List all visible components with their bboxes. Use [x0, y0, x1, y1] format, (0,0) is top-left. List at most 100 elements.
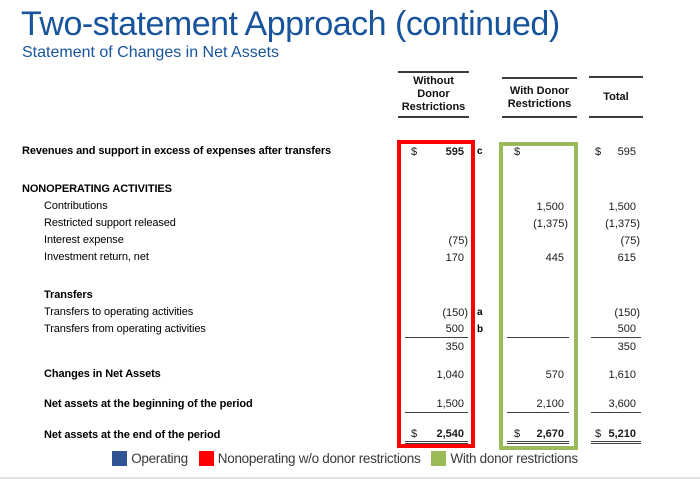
- row-label: Investment return, net: [44, 251, 149, 263]
- row-spacer: [0, 355, 700, 366]
- table-row: Transfers to operating activities (150) (1…: [0, 304, 700, 321]
- amount-value: 2,670: [536, 428, 564, 440]
- column-header-line: Donor: [417, 88, 450, 100]
- amount-value: 1,500: [536, 200, 564, 213]
- table-row: Net assets at the end of the period $2,54…: [0, 427, 700, 444]
- amount-cell-total: (150): [591, 304, 641, 321]
- amount-cell-total: [591, 287, 641, 304]
- footnote-marker: b: [477, 324, 484, 335]
- amount-cell-without-donor-restrictions: 1,040: [405, 366, 468, 383]
- amount-value: 2,100: [536, 398, 564, 410]
- legend-item: Operating: [112, 451, 188, 466]
- legend-label: Nonoperating w/o donor restrictions: [217, 451, 421, 466]
- amount-value: 170: [445, 251, 464, 264]
- amount-value: 2,540: [436, 428, 464, 440]
- footnote-marker: a: [477, 307, 483, 318]
- amount-cell-without-donor-restrictions: (150): [405, 304, 468, 321]
- amount-cell-total: 1,500: [591, 198, 641, 215]
- amount-cell-without-donor-restrictions: 170: [405, 249, 468, 266]
- amount-cell-with-donor-restrictions: $: [507, 143, 569, 160]
- table-row: Net assets at the beginning of the perio…: [0, 396, 700, 413]
- amount-value: 1,610: [608, 368, 636, 381]
- row-label: Revenues and support in excess of expens…: [22, 145, 332, 157]
- amount-cell-total: 350: [591, 338, 641, 355]
- table-row: Interest expense (75) (75): [0, 232, 700, 249]
- amount-value: 1,500: [608, 200, 636, 213]
- amount-value: 350: [445, 340, 464, 353]
- column-header-without-donor-restrictions: Without Donor Restrictions: [398, 71, 469, 118]
- amount-cell-without-donor-restrictions: $2,540: [405, 427, 468, 444]
- legend-color-swatch: [112, 451, 128, 466]
- row-spacer: [0, 413, 700, 427]
- amount-cell-total: (75): [591, 232, 641, 249]
- slide-title: Two-statement Approach (continued): [21, 5, 560, 43]
- amount-value: 3,600: [608, 398, 636, 410]
- amount-value: (150): [442, 306, 468, 319]
- amount-cell-with-donor-restrictions: 445: [507, 249, 569, 266]
- nonoperating-highlight-box: [397, 140, 475, 448]
- amount-value: (75): [620, 234, 640, 247]
- row-spacer: [0, 266, 700, 287]
- legend-color-swatch: [431, 451, 447, 466]
- row-label: Net assets at the end of the period: [44, 429, 221, 441]
- row-label: Transfers from operating activities: [44, 323, 206, 335]
- amount-cell-without-donor-restrictions: 500: [405, 321, 468, 338]
- table-row: Transfers from operating activities 500 50…: [0, 321, 700, 338]
- with-donor-highlight-box: [499, 142, 578, 450]
- amount-value: 570: [545, 368, 564, 381]
- amount-cell-total: 500: [591, 321, 641, 338]
- dollar-sign: $: [595, 428, 602, 440]
- amount-cell-with-donor-restrictions: 2,100: [507, 396, 569, 413]
- legend-item: Nonoperating w/o donor restrictions: [198, 451, 421, 466]
- row-label: Transfers: [44, 289, 93, 301]
- row-label: Net assets at the beginning of the perio…: [44, 398, 253, 410]
- amount-value: 595: [445, 145, 464, 158]
- amount-cell-without-donor-restrictions: (75): [405, 232, 468, 249]
- amount-value: 5,210: [608, 428, 636, 440]
- row-label: Transfers to operating activities: [44, 306, 194, 318]
- dollar-sign: $: [411, 145, 418, 158]
- amount-value: 350: [617, 340, 636, 353]
- column-header-with-donor-restrictions: With Donor Restrictions: [502, 77, 577, 118]
- dollar-sign: $: [595, 145, 602, 158]
- row-label: NONOPERATING ACTIVITIES: [22, 183, 172, 195]
- amount-value: (1,375): [533, 217, 568, 230]
- dollar-sign: $: [411, 428, 418, 440]
- column-header-line: With Donor: [509, 84, 570, 97]
- legend-item: With donor restrictions: [431, 451, 578, 466]
- column-header-line: Restrictions: [401, 101, 466, 113]
- slide-subtitle: Statement of Changes in Net Assets: [22, 44, 280, 61]
- amount-cell-with-donor-restrictions: [507, 321, 569, 338]
- amount-cell-with-donor-restrictions: $2,670: [507, 427, 569, 444]
- amount-cell-total: 615: [591, 249, 641, 266]
- legend-label: With donor restrictions: [450, 451, 578, 466]
- table-row: Changes in Net Assets 1,040 570 1,610: [0, 366, 700, 383]
- amount-cell-total: $5,210: [591, 427, 641, 444]
- legend: Operating Nonoperating w/o donor restrict…: [0, 451, 690, 466]
- amount-value: (150): [614, 306, 640, 319]
- amount-cell-with-donor-restrictions: 1,500: [507, 198, 569, 215]
- amount-cell-with-donor-restrictions: 570: [507, 366, 569, 383]
- amount-value: 1,040: [436, 368, 464, 381]
- dollar-sign: $: [514, 145, 521, 158]
- row-label: Contributions: [44, 200, 108, 212]
- dollar-sign: $: [514, 428, 521, 440]
- column-header-line: Total: [603, 90, 629, 103]
- amount-cell-total: (1,375): [591, 215, 641, 232]
- amount-cell-with-donor-restrictions: (1,375): [507, 215, 569, 232]
- amount-value: 500: [445, 323, 464, 335]
- column-header-line: Restrictions: [507, 97, 572, 110]
- column-header-line: Without: [413, 75, 454, 87]
- amount-cell-total: 1,610: [591, 366, 641, 383]
- legend-label: Operating: [131, 451, 188, 466]
- table-row: Transfers: [0, 287, 700, 304]
- row-label: Changes in Net Assets: [44, 368, 161, 380]
- amount-value: (75): [448, 234, 468, 247]
- legend-color-swatch: [198, 451, 214, 466]
- amount-value: 615: [617, 251, 636, 264]
- amount-value: (1,375): [605, 217, 640, 230]
- amount-cell-total: [591, 181, 641, 198]
- amount-cell-without-donor-restrictions: 350: [405, 338, 468, 355]
- amount-cell-without-donor-restrictions: $595: [405, 143, 468, 160]
